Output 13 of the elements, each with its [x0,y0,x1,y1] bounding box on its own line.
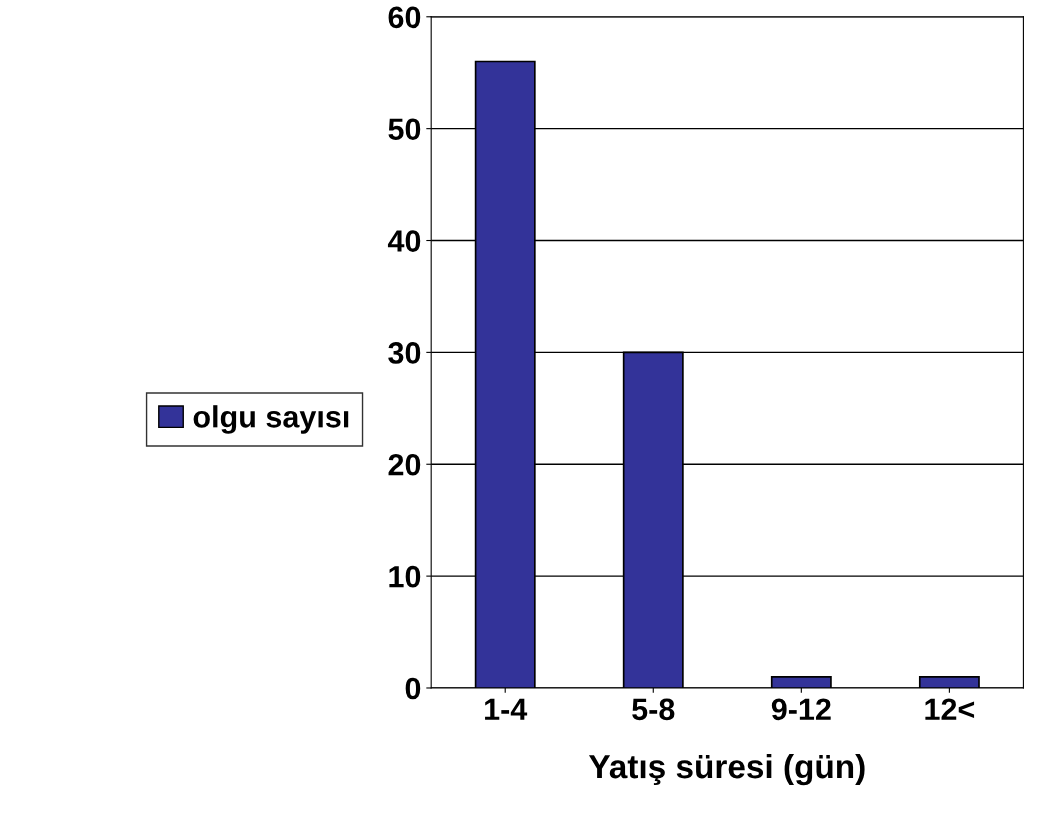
x-tick-label: 5-8 [632,698,675,721]
y-tick-label: 0 [405,677,421,700]
y-tick-label: 20 [388,453,421,476]
x-axis-title: Yatış süresi (gün) [588,753,865,786]
y-tick-label: 40 [387,230,421,252]
y-tick-label: 30 [388,342,421,364]
legend-label: olgu sayısı [193,405,349,434]
y-tick-label: 60 [388,6,421,29]
x-tick-label: 12< [925,698,975,720]
x-tick-label: 1-4 [485,698,528,720]
x-tick-label: 9-12 [771,698,831,721]
y-tick-label: 50 [388,118,421,141]
y-tick-label: 10 [389,565,421,588]
